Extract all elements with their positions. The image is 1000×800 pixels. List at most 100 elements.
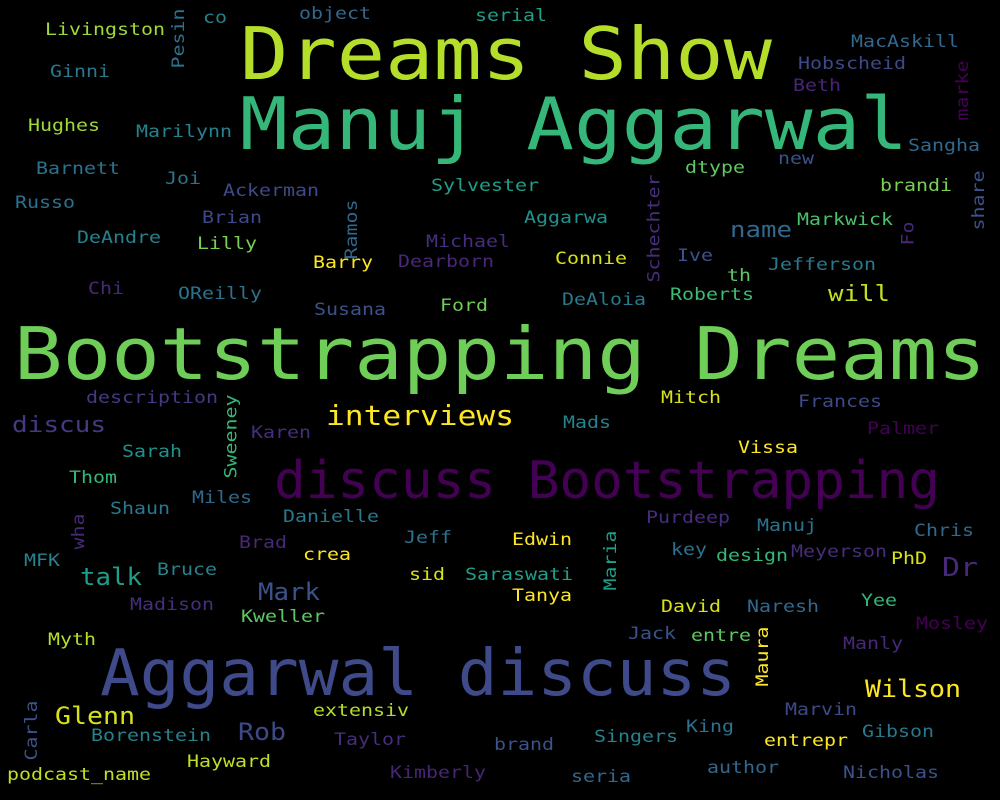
word-brad: Brad (239, 533, 287, 553)
word-borenstein: Borenstein (91, 726, 211, 746)
word-russo: Russo (15, 193, 75, 213)
word-serial: serial (475, 6, 547, 26)
word-frances: Frances (798, 392, 882, 412)
word-maura: Maura (753, 626, 774, 686)
word-lilly: Lilly (197, 234, 257, 254)
word-brand: brand (494, 735, 554, 755)
word-king: King (686, 717, 734, 737)
word-interviews: interviews (326, 399, 514, 432)
word-schechter: Schechter (644, 174, 665, 282)
word-name: name (730, 218, 792, 243)
word-naresh: Naresh (747, 597, 819, 617)
word-wilson: Wilson (865, 675, 961, 703)
word-sid: sid (409, 565, 445, 585)
word-manuj: Manuj (757, 516, 817, 536)
word-jeff: Jeff (404, 528, 452, 548)
word-marke: marke (953, 60, 974, 120)
word-extensiv: extensiv (313, 701, 409, 721)
word-bootstrapping-dreams: Bootstrapping Dreams (14, 312, 986, 396)
word-meyerson: Meyerson (791, 542, 887, 562)
word-rob: Rob (238, 718, 286, 746)
word-chris: Chris (914, 521, 974, 541)
word-hobscheid: Hobscheid (798, 54, 906, 74)
word-aggarwa: Aggarwa (524, 208, 608, 228)
word-aggarwal-discuss: Aggarwal discuss (100, 637, 736, 711)
word-th: th (727, 266, 751, 286)
word-ginni: Ginni (50, 62, 110, 82)
word-will: will (828, 282, 890, 307)
word-thom: Thom (69, 468, 117, 488)
word-danielle: Danielle (283, 507, 379, 527)
word-carla: Carla (22, 700, 43, 760)
word-mfk: MFK (24, 551, 60, 571)
word-podcast-name: podcast_name (7, 765, 151, 785)
word-chi: Chi (88, 279, 124, 299)
word-hayward: Hayward (187, 752, 271, 772)
word-deandre: DeAndre (77, 228, 161, 248)
word-palmer: Palmer (867, 419, 939, 439)
word-connie: Connie (555, 249, 627, 269)
word-sangha: Sangha (908, 136, 980, 156)
word-mitch: Mitch (661, 388, 721, 408)
word-myth: Myth (48, 630, 96, 650)
word-wha: wha (68, 513, 89, 549)
word-pesin: Pesin (169, 7, 190, 68)
word-discus: discus (12, 413, 106, 438)
word-key: key (671, 540, 707, 560)
word-ramos: Ramos (342, 199, 363, 259)
word-marilynn: Marilynn (136, 122, 232, 142)
word-edwin: Edwin (512, 530, 572, 550)
word-jefferson: Jefferson (768, 255, 876, 275)
word-beth: Beth (793, 76, 841, 96)
word-livingston: Livingston (45, 20, 165, 40)
word-ive: Ive (677, 246, 713, 266)
word-dreams-show: Dreams Show (240, 12, 772, 96)
word-markwick: Markwick (797, 210, 893, 230)
word-sarah: Sarah (122, 442, 182, 462)
word-jack: Jack (628, 624, 676, 644)
word-object: object (299, 4, 371, 24)
word-karen: Karen (251, 423, 311, 443)
word-purdeep: Purdeep (646, 508, 730, 528)
word-saraswati: Saraswati (465, 565, 573, 585)
word-tanya: Tanya (512, 586, 572, 606)
word-macaskill: MacAskill (851, 32, 959, 52)
word-author: author (707, 758, 779, 778)
word-barnett: Barnett (36, 159, 120, 179)
word-talk: talk (80, 563, 142, 591)
word-bruce: Bruce (157, 560, 217, 580)
word-dearborn: Dearborn (398, 252, 494, 272)
word-shaun: Shaun (110, 499, 170, 519)
word-dealoia: DeAloia (562, 290, 646, 310)
word-entrepr: entrepr (764, 731, 848, 751)
word-dr: Dr (942, 553, 978, 583)
word-nicholas: Nicholas (843, 763, 939, 783)
word-phd: PhD (891, 549, 927, 569)
word-seria: seria (571, 767, 631, 787)
word-hughes: Hughes (28, 116, 100, 136)
word-kimberly: Kimberly (390, 763, 486, 783)
word-mads: Mads (563, 413, 611, 433)
word-singers: Singers (594, 727, 678, 747)
word-madison: Madison (130, 595, 214, 615)
word-glenn: Glenn (55, 702, 135, 730)
word-co: co (203, 8, 227, 28)
word-dtype: dtype (685, 158, 745, 178)
word-mosley: Mosley (916, 614, 988, 634)
word-brandi: brandi (880, 176, 952, 196)
word-entre: entre (691, 626, 751, 646)
word-manly: Manly (843, 634, 903, 654)
word-oreilly: OReilly (178, 284, 262, 304)
word-maria: Maria (601, 530, 622, 590)
word-design: design (716, 546, 788, 566)
word-miles: Miles (192, 488, 252, 508)
word-crea: crea (303, 545, 351, 565)
word-mark: Mark (258, 578, 320, 606)
word-manuj-aggarwal: Manuj Aggarwal (240, 82, 908, 166)
word-kweller: Kweller (241, 607, 325, 627)
word-vissa: Vissa (738, 438, 798, 458)
word-brian: Brian (202, 208, 262, 228)
word-new: new (778, 149, 814, 169)
word-roberts: Roberts (670, 285, 754, 305)
